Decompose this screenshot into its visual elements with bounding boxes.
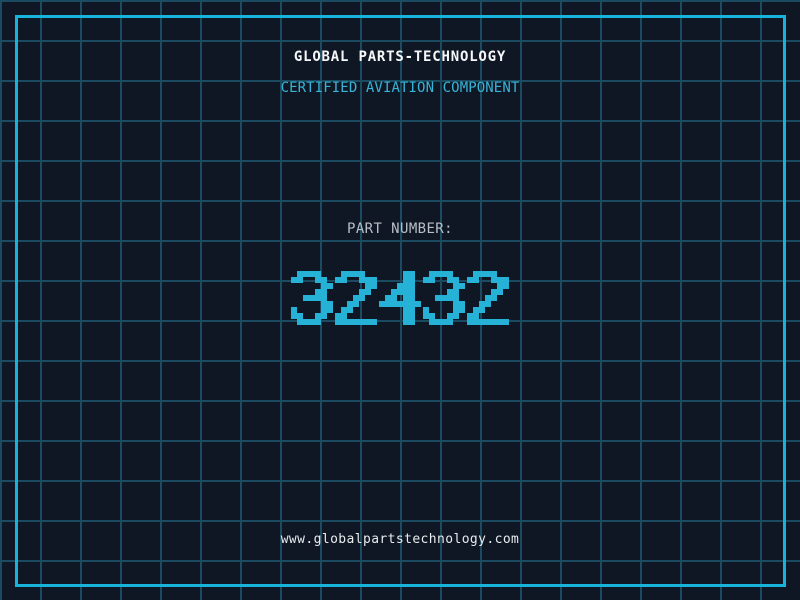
website-url: www.globalpartstechnology.com [280, 532, 520, 547]
part-number-label: PART NUMBER: [347, 221, 453, 237]
border-frame [15, 15, 786, 587]
part-number-digit [335, 271, 377, 325]
part-number-value [0, 271, 800, 325]
company-title: GLOBAL PARTS-TECHNOLOGY [293, 49, 507, 65]
part-number-digit [467, 271, 509, 325]
certification-subtitle: CERTIFIED AVIATION COMPONENT [280, 80, 520, 96]
part-number-digit [291, 271, 333, 325]
part-number-digit [379, 271, 421, 325]
part-number-digit [423, 271, 465, 325]
